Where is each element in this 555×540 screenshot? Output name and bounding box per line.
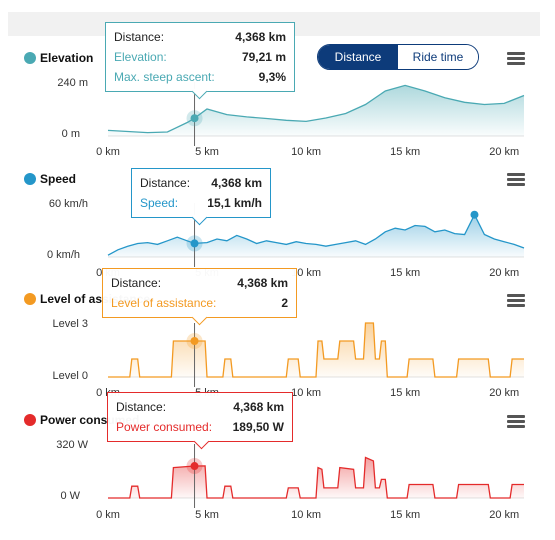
- max-speed-marker[interactable]: [470, 210, 479, 219]
- power-y-top: 320 W: [56, 439, 88, 451]
- x-tick-label: 15 km: [390, 387, 421, 399]
- speed-area-fill: [108, 214, 524, 257]
- tooltip-assistance-value: 2: [281, 296, 288, 310]
- tooltip-ascent-value: 9,3%: [258, 70, 286, 84]
- ride-time-toggle-button[interactable]: Ride time: [398, 45, 478, 69]
- assistance-legend-dot: [24, 293, 36, 305]
- x-tick-label: 15 km: [390, 146, 421, 158]
- assistance-menu-icon[interactable]: [507, 294, 525, 308]
- speed-legend-dot: [24, 173, 36, 185]
- x-tick-label: 10 km: [291, 387, 322, 399]
- tooltip-elevation-label: Elevation:: [114, 50, 167, 64]
- tooltip-distance-label: Distance:: [111, 276, 162, 290]
- tooltip-distance-value: 4,368 km: [233, 400, 284, 414]
- power-tooltip: Distance: 4,368 km Power consumed: 189,50 …: [107, 392, 293, 450]
- elevation-y-top: 240 m: [57, 77, 88, 89]
- tooltip-power-value: 189,50 W: [232, 420, 284, 434]
- assistance-y-bottom: Level 0: [52, 370, 88, 382]
- x-tick-label: 0 km: [96, 146, 120, 158]
- distance-toggle-button[interactable]: Distance: [318, 45, 398, 69]
- speed-menu-icon[interactable]: [507, 173, 525, 187]
- hover-marker[interactable]: [190, 239, 199, 248]
- speed-series-line: [107, 213, 525, 256]
- tooltip-distance-label: Distance:: [114, 30, 165, 44]
- x-tick-label: 15 km: [390, 509, 421, 521]
- power-y-bottom: 0 W: [60, 490, 80, 502]
- tooltip-distance-value: 4,368 km: [235, 30, 286, 44]
- speed-y-top: 60 km/h: [48, 198, 88, 210]
- x-tick-label: 20 km: [489, 509, 520, 521]
- assistance-plot[interactable]: [108, 322, 524, 387]
- x-tick-label: 5 km: [195, 509, 219, 521]
- x-tick-label: 20 km: [489, 267, 520, 279]
- x-tick-label: 20 km: [489, 387, 520, 399]
- hover-marker[interactable]: [190, 114, 199, 123]
- x-tick-label: 10 km: [291, 509, 322, 521]
- tooltip-speed-value: 15,1 km/h: [207, 196, 262, 210]
- elevation-y-bottom: 0 m: [61, 128, 80, 140]
- tooltip-speed-label: Speed:: [140, 196, 179, 210]
- tooltip-distance-label: Distance:: [140, 176, 191, 190]
- assistance-series-line: [108, 322, 524, 378]
- power-plot[interactable]: [108, 444, 524, 508]
- elevation-area-fill: [108, 85, 524, 136]
- x-tick-label: 0 km: [96, 509, 120, 521]
- speed-y-bottom: 0 km/h: [46, 249, 80, 261]
- speed-title: Speed: [40, 172, 77, 186]
- x-tick-label: 10 km: [291, 146, 322, 158]
- x-tick-label: 5 km: [195, 146, 219, 158]
- power-menu-icon[interactable]: [507, 415, 525, 429]
- power-legend-dot: [24, 414, 36, 426]
- tooltip-power-label: Power consumed:: [116, 420, 213, 434]
- assistance-y-top: Level 3: [52, 318, 88, 330]
- elevation-tooltip: Distance: 4,368 km Elevation: 79,21 m Max.…: [105, 22, 295, 100]
- tooltip-ascent-label: Max. steep ascent:: [114, 70, 215, 84]
- power-area-fill: [108, 457, 524, 498]
- elevation-legend-dot: [24, 52, 36, 64]
- elevation-title: Elevation: [40, 51, 94, 65]
- tooltip-distance-label: Distance:: [116, 400, 167, 414]
- hover-marker[interactable]: [190, 337, 199, 345]
- speed-plot[interactable]: [107, 203, 525, 267]
- tooltip-distance-value: 4,368 km: [237, 276, 288, 290]
- speed-tooltip: Distance: 4,368 km Speed: 15,1 km/h: [131, 168, 271, 226]
- x-tick-label: 20 km: [489, 146, 520, 158]
- tooltip-distance-value: 4,368 km: [211, 176, 262, 190]
- x-axis-mode-toggle[interactable]: Distance Ride time: [317, 44, 479, 70]
- elevation-menu-icon[interactable]: [507, 52, 525, 66]
- hover-marker[interactable]: [190, 462, 199, 471]
- tooltip-assistance-label: Level of assistance:: [111, 296, 217, 310]
- x-tick-label: 10 km: [291, 267, 322, 279]
- assistance-tooltip: Distance: 4,368 km Level of assistance: 2: [102, 268, 297, 326]
- assistance-area-fill: [108, 323, 524, 377]
- x-tick-label: 15 km: [390, 267, 421, 279]
- tooltip-elevation-value: 79,21 m: [241, 50, 286, 64]
- elevation-series-line: [107, 84, 525, 134]
